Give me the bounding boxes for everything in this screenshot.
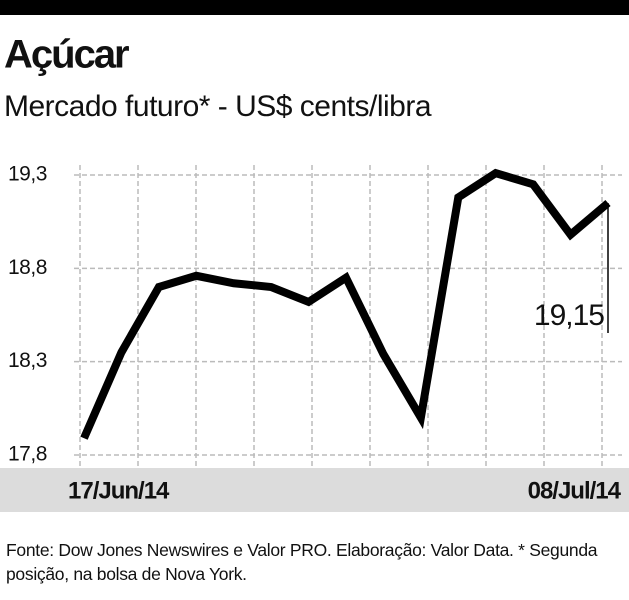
value-label: 19,15 [534,299,604,332]
x-tick-label: 08/Jul/14 [528,477,622,504]
source-note: Fonte: Dow Jones Newswires e Valor PRO. … [6,540,598,584]
chart-subtitle: Mercado futuro* - US$ cents/libra [4,90,432,123]
y-tick-label: 19,3 [8,163,47,186]
y-tick-label: 18,3 [8,349,47,372]
top-bar [0,0,629,15]
y-tick-label: 18,8 [8,256,47,279]
y-tick-label: 17,8 [8,443,47,466]
chart: Açúcar Mercado futuro* - US$ cents/libra… [0,0,629,512]
chart-title: Açúcar [4,33,129,77]
x-axis-band [0,468,629,512]
line-series [80,168,611,440]
x-tick-label: 17/Jun/14 [68,477,170,504]
